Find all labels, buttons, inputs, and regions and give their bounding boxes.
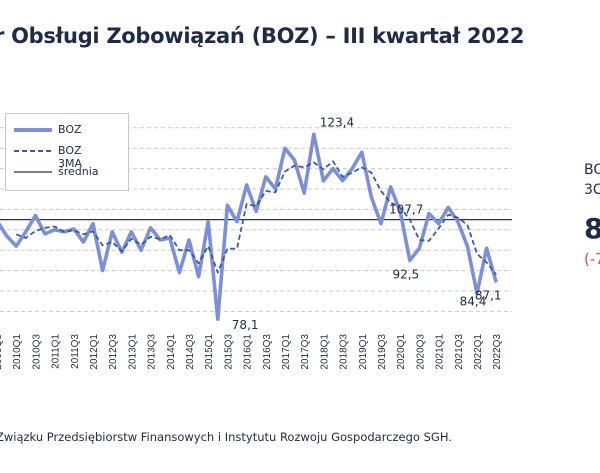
x-tick-label: 2012Q3 (108, 334, 119, 370)
side-label-line2: 3C (584, 182, 600, 198)
data-label: 87,1 (475, 288, 502, 302)
x-tick-label: 2019Q1 (358, 334, 369, 370)
x-tick-label: 2020Q1 (396, 334, 407, 370)
side-panel-value: 8 (584, 212, 600, 245)
data-label: 84,4 (460, 294, 487, 308)
data-annotations: 78,1 123,4 107,7 92,5 84,487,1 (232, 115, 502, 332)
x-tick-label: 2013Q3 (147, 334, 158, 370)
source-note: Związku Przedsiębiorstw Finansowych i In… (0, 430, 452, 444)
x-tick-label: 2018Q1 (319, 334, 330, 370)
legend: BOZ BOZ 3MA średnia (5, 113, 129, 191)
series-lines (0, 132, 512, 322)
x-tick-label: 2018Q3 (339, 334, 350, 370)
x-tick-label: 2021Q3 (454, 334, 465, 370)
x-tick-label: 2013Q1 (127, 334, 138, 370)
x-tick-label: 2009Q3 (0, 334, 4, 370)
x-tick-label: 2015Q3 (223, 334, 234, 370)
side-panel-label: BO 3C (584, 160, 600, 200)
x-tick-label: 2017Q1 (281, 334, 292, 370)
legend-swatch-boz-3ma (14, 150, 52, 152)
data-label: 92,5 (392, 267, 419, 281)
chart-title: r Obsługi Zobowiązań (BOZ) – III kwartał… (0, 24, 525, 48)
x-tick-label: 2014Q1 (166, 334, 177, 370)
x-tick-label: 2012Q1 (89, 334, 100, 370)
x-tick-label: 2022Q3 (492, 334, 503, 370)
series-line-boz (0, 132, 498, 322)
x-tick-label: 2010Q3 (31, 334, 42, 370)
x-tick-label: 2014Q3 (185, 334, 196, 370)
legend-label-srednia: średnia (58, 165, 99, 178)
x-tick-label: 2010Q1 (12, 334, 23, 370)
x-tick-label: 2011Q1 (51, 334, 62, 369)
x-tick-label: 2016Q1 (243, 334, 254, 370)
x-tick-label: 2016Q3 (262, 334, 273, 370)
legend-label-boz: BOZ (58, 123, 82, 136)
side-label-line1: BO (584, 162, 600, 178)
data-label: 123,4 (320, 115, 354, 129)
x-tick-label: 2015Q1 (204, 334, 215, 370)
x-tick-label: 2019Q3 (377, 334, 388, 370)
x-tick-label: 2011Q3 (70, 334, 81, 369)
x-tick-label: 2021Q1 (435, 334, 446, 370)
side-panel-change: (-7 (584, 250, 600, 268)
legend-swatch-boz (14, 128, 52, 132)
legend-label-boz-3ma: BOZ 3MA (58, 144, 83, 170)
series-line-boz-3ma (15, 160, 497, 276)
x-tick-label: 2022Q1 (473, 334, 484, 370)
data-label: 78,1 (232, 318, 259, 332)
x-axis-ticks: 2009Q3 2010Q1 2010Q3 2011Q1 2011Q3 2012Q1 2012… (0, 334, 503, 370)
data-label: 107,7 (389, 203, 423, 217)
x-tick-label: 2020Q3 (415, 334, 426, 370)
x-tick-label: 2017Q3 (300, 334, 311, 370)
legend-swatch-srednia (14, 171, 52, 173)
